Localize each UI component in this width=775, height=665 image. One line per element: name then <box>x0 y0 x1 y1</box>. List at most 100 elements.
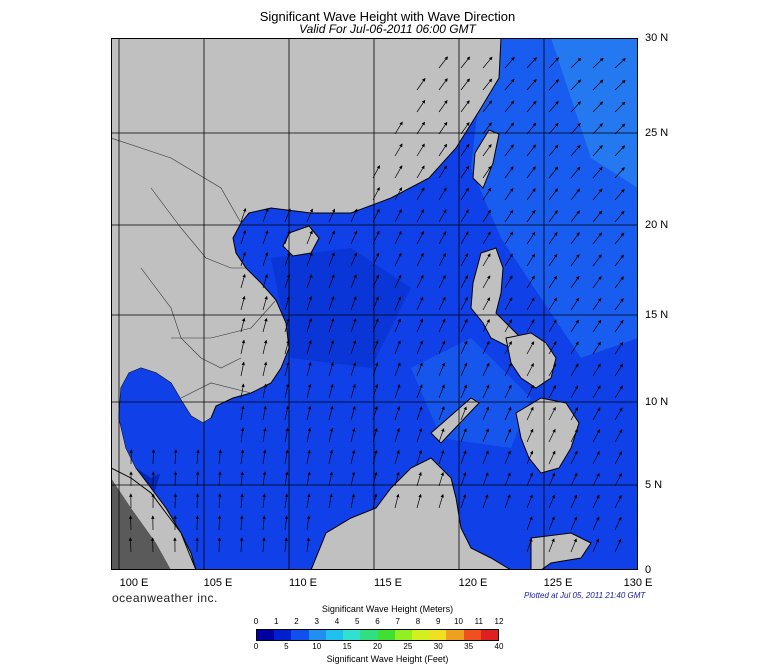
wave-direction-arrow <box>504 362 512 377</box>
colorbar-swatch <box>411 630 430 640</box>
meter-tick-label: 12 <box>494 617 504 626</box>
wave-direction-arrow <box>526 209 536 223</box>
wave-direction-arrow <box>350 208 358 223</box>
wave-direction-arrow <box>350 340 357 355</box>
colorbar-swatch <box>308 630 326 640</box>
wave-direction-arrow <box>614 58 626 69</box>
wave-direction-arrow <box>394 362 401 377</box>
wave-direction-arrow <box>416 318 424 333</box>
wave-direction-arrow <box>328 274 335 289</box>
wave-direction-arrow <box>482 318 490 333</box>
wave-direction-arrow <box>614 341 624 355</box>
wave-direction-arrow <box>570 275 580 289</box>
wave-direction-arrow <box>526 188 536 201</box>
wave-direction-arrow <box>504 166 514 179</box>
wave-direction-arrow <box>548 428 556 443</box>
wave-direction-arrow <box>284 339 290 355</box>
wave-direction-arrow <box>438 231 447 245</box>
wave-direction-arrow <box>504 472 511 487</box>
wave-direction-arrow <box>570 188 581 201</box>
wave-direction-arrow <box>614 385 623 399</box>
wave-direction-arrow <box>195 493 200 509</box>
meter-tick-label: 7 <box>395 617 400 626</box>
wave-direction-arrow <box>394 274 402 289</box>
wave-direction-arrow <box>284 471 289 487</box>
wave-direction-arrow <box>548 319 557 333</box>
wave-direction-arrow <box>328 208 336 223</box>
wave-direction-arrow <box>482 122 492 135</box>
wave-direction-arrow <box>548 472 556 487</box>
wave-direction-arrow <box>372 405 378 421</box>
wave-direction-arrow <box>306 208 313 223</box>
wave-direction-arrow <box>438 296 446 311</box>
wave-direction-arrow <box>372 384 379 399</box>
wave-direction-arrow <box>570 254 580 267</box>
wave-direction-arrow <box>570 232 580 245</box>
wave-direction-arrow <box>416 77 426 91</box>
wave-direction-arrow <box>548 275 558 289</box>
wave-direction-arrow <box>328 405 334 421</box>
lon-label-110e: 110 E <box>289 577 317 589</box>
wave-direction-arrow <box>548 538 555 553</box>
wave-direction-arrow <box>482 340 490 355</box>
sea-swell-patch <box>411 338 531 448</box>
wave-direction-arrow <box>548 406 556 421</box>
wave-direction-arrow <box>218 471 222 487</box>
wave-direction-arrow <box>262 383 267 399</box>
wave-direction-arrow <box>372 449 378 465</box>
colorbar-swatch <box>257 630 275 640</box>
wave-direction-arrow <box>614 407 623 421</box>
wave-direction-arrow <box>526 166 536 179</box>
wave-direction-arrow <box>328 449 334 465</box>
colorbar-swatch <box>343 630 361 640</box>
wave-direction-arrow <box>217 515 222 531</box>
wave-direction-arrow <box>416 449 423 465</box>
meter-tick-label: 4 <box>334 617 340 626</box>
wave-direction-arrow <box>284 317 290 333</box>
wave-direction-arrow <box>262 273 268 289</box>
wave-direction-arrow <box>438 274 446 289</box>
wave-direction-arrow <box>526 428 534 443</box>
wave-direction-arrow <box>614 101 626 113</box>
colorbar-swatch <box>429 630 447 640</box>
wave-direction-arrow <box>438 252 446 267</box>
wave-direction-arrow <box>372 471 378 487</box>
plotted-timestamp: Plotted at Jul 05, 2011 21:40 GMT <box>524 591 646 600</box>
wave-direction-arrow <box>328 427 334 443</box>
wave-direction-arrow <box>394 143 403 157</box>
wave-direction-arrow <box>284 427 289 443</box>
lon-label-120e: 120 E <box>458 577 488 589</box>
wave-direction-arrow <box>350 405 356 421</box>
wave-direction-arrow <box>262 361 268 377</box>
wave-direction-arrow <box>526 319 535 333</box>
wave-direction-arrow <box>482 297 491 311</box>
wave-direction-arrow <box>328 471 333 487</box>
wave-direction-arrow <box>570 516 578 531</box>
wave-direction-arrow <box>438 493 444 509</box>
wave-direction-arrow <box>570 407 578 421</box>
wave-direction-arrow <box>350 493 355 509</box>
wave-direction-arrow <box>592 385 601 399</box>
wave-direction-arrow <box>240 383 245 399</box>
wave-direction-arrow <box>262 493 267 509</box>
wave-direction-arrow <box>548 450 556 465</box>
wave-direction-arrow <box>328 383 334 399</box>
wave-direction-arrow <box>460 384 468 399</box>
wave-direction-arrow <box>570 450 578 465</box>
colorbar-title-feet: Significant Wave Height (Feet) <box>326 654 449 664</box>
wave-direction-arrow <box>306 274 313 289</box>
wave-direction-arrow <box>592 538 600 553</box>
wave-direction-arrow <box>372 362 379 377</box>
wave-direction-arrow <box>262 208 269 223</box>
wave-direction-arrow <box>592 166 603 179</box>
wave-direction-arrow <box>350 449 356 465</box>
wave-direction-arrow <box>394 121 403 135</box>
wave-direction-arrow <box>350 362 357 377</box>
wave-direction-arrow <box>526 122 537 135</box>
meter-tick-label: 10 <box>454 617 463 626</box>
wave-direction-arrow <box>306 493 311 509</box>
wave-direction-arrow <box>526 341 535 355</box>
wave-direction-arrow <box>504 100 515 113</box>
wave-direction-arrow <box>306 537 311 553</box>
wave-direction-arrow <box>394 493 400 509</box>
